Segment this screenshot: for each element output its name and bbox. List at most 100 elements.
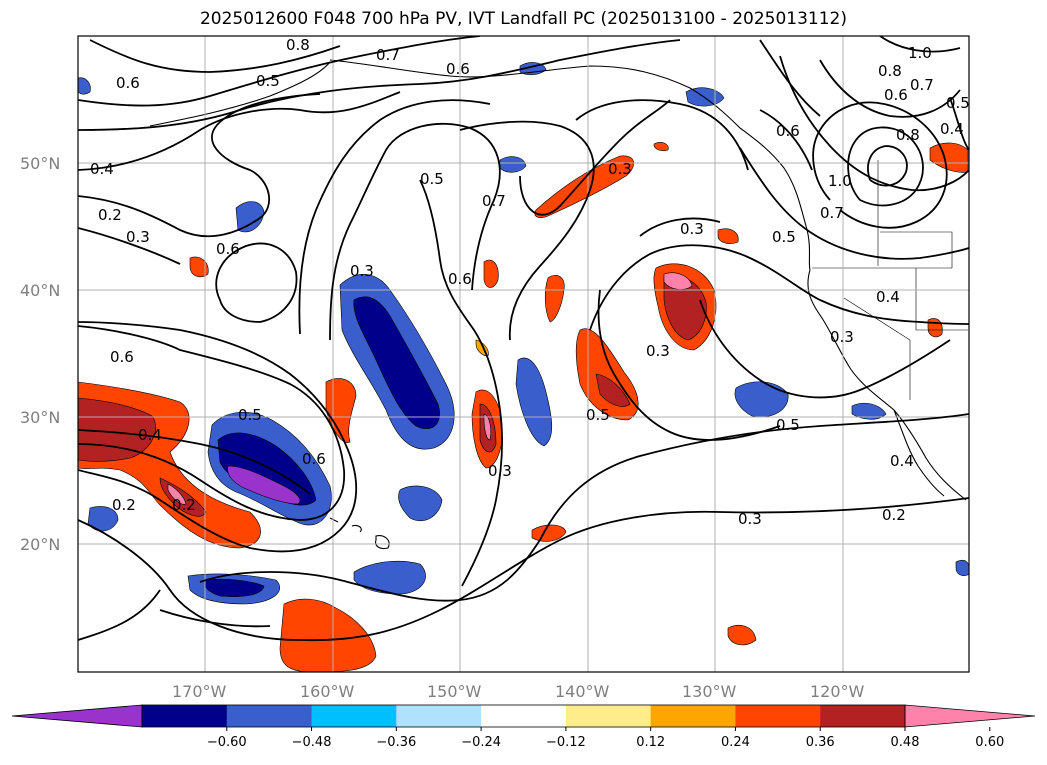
contour-label: 0.6 <box>446 60 470 78</box>
lat-label-20n: 20°N <box>20 535 60 554</box>
positive-anomaly-patch <box>534 155 634 218</box>
map-frame <box>77 35 970 673</box>
colorbar-tick-label: −0.36 <box>376 735 416 750</box>
lon-label-160w: 160°W <box>300 682 355 701</box>
contour-label: 0.4 <box>138 426 162 444</box>
contour-label: 0.6 <box>216 240 240 258</box>
bc-coast <box>739 127 811 271</box>
contour-label: 0.3 <box>646 342 670 360</box>
contour-label: 0.2 <box>112 496 136 514</box>
contour-label: 0.8 <box>878 62 902 80</box>
colorbar-segment <box>565 705 652 727</box>
positive-anomaly-patch-pink <box>483 413 492 441</box>
contour-label: 0.5 <box>256 72 280 90</box>
negative-anomaly-165w-purple <box>227 465 301 505</box>
lon-label-130w: 130°W <box>682 682 737 701</box>
longitude-labels: 170°W 160°W 150°W 140°W 130°W 120°W <box>172 682 865 701</box>
negative-anomaly-patch <box>499 156 527 173</box>
negative-anomaly-155w-core <box>353 296 440 430</box>
contour-label: 0.8 <box>896 126 920 144</box>
hawaii-islands <box>329 517 390 550</box>
contour-label: 0.6 <box>302 450 326 468</box>
colorbar-tick-label: 0.24 <box>721 735 750 750</box>
contour-label: 0.6 <box>776 122 800 140</box>
contour-label: 1.0 <box>828 172 852 190</box>
negative-anomaly-patch-core <box>204 578 265 597</box>
positive-anomaly-patch-core <box>663 276 707 341</box>
lon-label-140w: 140°W <box>555 682 610 701</box>
map-panel: 0.8 0.7 0.6 0.5 0.4 0.3 0.2 1.0 0.6 0.5 … <box>78 36 970 672</box>
map-title: 2025012600 F048 700 hPa PV, IVT Landfall… <box>199 9 847 29</box>
contour-label: 0.5 <box>946 94 970 112</box>
negative-anomaly-patch <box>515 357 553 447</box>
negative-anomaly-patch <box>398 485 443 522</box>
contour-label: 0.5 <box>776 416 800 434</box>
contour-labels: 0.8 0.7 0.6 0.5 0.4 0.3 0.2 1.0 0.6 0.5 … <box>90 36 970 528</box>
pv-contours <box>78 36 969 642</box>
contour-label: 0.4 <box>890 452 914 470</box>
us-west-coast <box>807 269 967 501</box>
colorbar-tick-label: −0.48 <box>292 735 332 750</box>
contour-label: 0.3 <box>350 262 374 280</box>
contour-label: 0.7 <box>482 192 506 210</box>
contour-label: 0.3 <box>738 510 762 528</box>
colorbar-segment <box>650 705 736 727</box>
positive-anomaly-patch <box>189 256 209 278</box>
contour-label: 0.7 <box>376 46 400 64</box>
positive-anomaly-patch-core <box>595 373 631 407</box>
colorbar: −0.60 −0.48 −0.36 −0.24 −0.12 0.12 0.24 0.36 0.4… <box>11 704 1036 750</box>
contour-label: 0.3 <box>680 220 704 238</box>
negative-anomaly-patch <box>955 559 969 576</box>
lon-label-120w: 120°W <box>810 682 865 701</box>
lon-label-150w: 150°W <box>427 682 482 701</box>
lat-label-30n: 30°N <box>20 408 60 427</box>
boundaries <box>812 160 968 400</box>
contour-label: 0.6 <box>116 74 140 92</box>
aleutian-islands <box>149 61 331 127</box>
baja-coast <box>893 409 945 497</box>
contour-label: 0.5 <box>586 406 610 424</box>
contour-label: 0.7 <box>820 204 844 222</box>
contour-label: 0.6 <box>110 348 134 366</box>
colorbar-segment <box>226 705 313 727</box>
contour-label: 0.3 <box>608 160 632 178</box>
colorbar-tick-label: 0.60 <box>975 735 1004 750</box>
lat-label-40n: 40°N <box>20 281 60 300</box>
graticule <box>78 36 969 672</box>
contour-label: 0.6 <box>448 270 472 288</box>
positive-anomaly-patch <box>544 275 565 323</box>
colorbar-tick-label: −0.24 <box>461 735 501 750</box>
positive-anomaly-patch <box>727 625 757 646</box>
colorbar-segment <box>311 705 397 727</box>
positive-anomaly-patch-pink <box>663 272 693 290</box>
colorbar-frame <box>141 704 906 728</box>
colorbar-extend-low <box>11 704 143 728</box>
colorbar-tick-label: 0.36 <box>806 735 835 750</box>
contour-label: 0.7 <box>910 76 934 94</box>
negative-anomaly-patch <box>353 560 426 595</box>
positive-anomaly-pink <box>167 483 187 505</box>
alaska-coast <box>329 59 741 129</box>
positive-anomaly-patch <box>927 318 943 338</box>
contour-label: 0.4 <box>876 288 900 306</box>
contour-label: 1.0 <box>908 44 932 62</box>
negative-anomaly-patch <box>78 77 91 95</box>
colorbar-tick-label: −0.60 <box>207 735 247 750</box>
colorbar-tick-label: −0.12 <box>546 735 586 750</box>
positive-anomaly-patch <box>717 228 739 244</box>
latitude-labels: 50°N 40°N 30°N 20°N <box>20 154 60 554</box>
contour-label: 0.2 <box>172 496 196 514</box>
colorbar-segment <box>735 705 821 727</box>
lat-label-50n: 50°N <box>20 154 60 173</box>
contour-label: 0.4 <box>90 160 114 178</box>
contour-label: 0.5 <box>772 228 796 246</box>
contour-label: 0.2 <box>98 206 122 224</box>
colorbar-extend-high <box>904 704 1036 728</box>
positive-anomaly-patch <box>483 259 499 288</box>
contour-label: 0.3 <box>488 462 512 480</box>
lon-label-170w: 170°W <box>172 682 227 701</box>
negative-anomaly-patch <box>235 201 265 233</box>
contour-label: 0.3 <box>126 228 150 246</box>
positive-anomaly-patch <box>653 142 669 152</box>
